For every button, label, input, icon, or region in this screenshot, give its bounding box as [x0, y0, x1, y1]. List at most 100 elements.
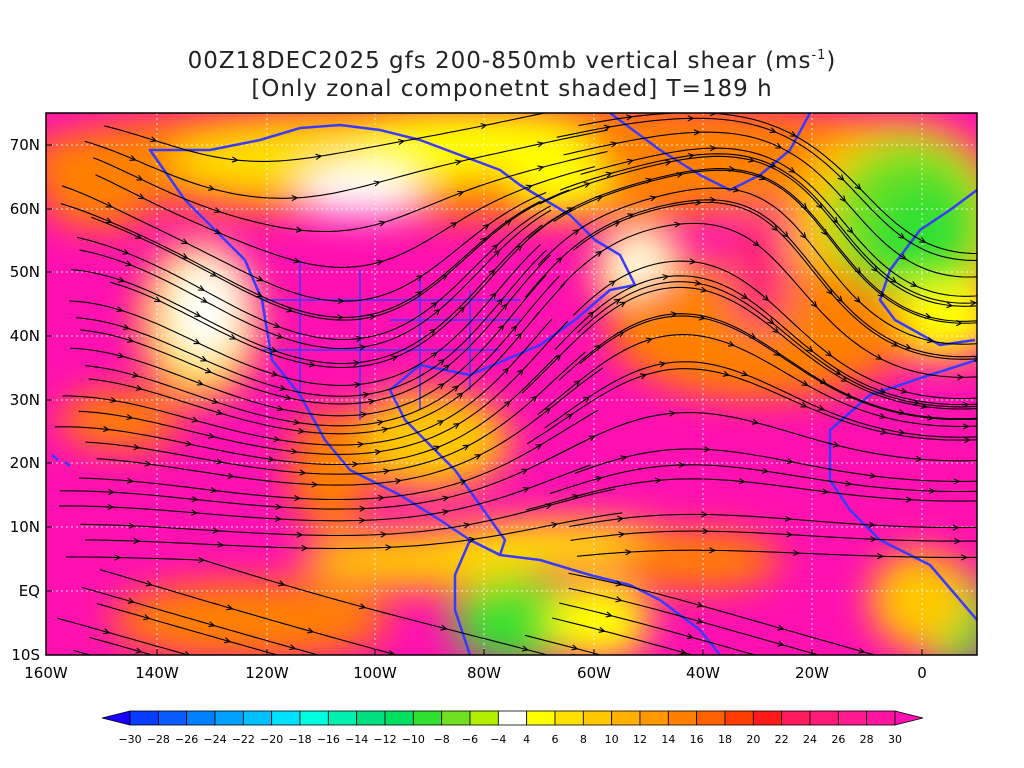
streamline-arrow [437, 383, 445, 390]
streamline-arrow [610, 141, 618, 148]
streamline-arrow [573, 380, 581, 387]
streamline-arrow [510, 324, 518, 332]
colorbar-label: −6 [462, 733, 478, 746]
streamline [76, 205, 551, 341]
streamline-arrow [678, 461, 686, 469]
streamline-arrow [462, 444, 470, 451]
streamline-arrow [308, 361, 316, 368]
streamline-arrow [674, 221, 682, 228]
streamline-arrow [854, 183, 862, 191]
streamline-arrow [777, 624, 785, 631]
streamline [78, 320, 569, 455]
colorbar-box [781, 710, 811, 726]
streamline-arrow [491, 243, 499, 251]
streamline-arrow [572, 229, 580, 236]
streamline-arrow [762, 467, 770, 474]
streamline-arrow [515, 332, 523, 340]
streamline-arrow [459, 479, 467, 486]
streamline-arrow [126, 413, 134, 421]
streamline-arrow [738, 478, 746, 485]
streamline-arrow [397, 138, 406, 145]
streamline-arrow [825, 350, 833, 357]
streamline-arrow [544, 407, 552, 414]
streamline-arrow [800, 202, 808, 210]
streamline-arrow [274, 515, 282, 523]
streamline-arrow [463, 522, 471, 529]
north-america-coast [148, 123, 637, 557]
lat-label: 10S [11, 646, 40, 664]
streamline-arrow [208, 621, 216, 628]
streamline-arrow [450, 222, 458, 229]
colorbar-box [837, 710, 868, 726]
streamline-arrow [772, 326, 780, 334]
streamline-arrow [224, 637, 232, 644]
streamline-arrow [433, 308, 441, 316]
streamline [88, 283, 566, 435]
streamline-arrow [213, 207, 222, 214]
streamline-arrow [587, 311, 595, 318]
streamline-arrow [207, 184, 216, 191]
streamline-arrow [127, 597, 135, 604]
streamline [97, 603, 280, 655]
streamline [81, 586, 321, 655]
streamline-arrow [946, 302, 954, 309]
streamline-arrow [482, 223, 490, 231]
streamline-arrow [136, 174, 144, 181]
streamline-arrow [626, 158, 635, 165]
streamline-arrow [493, 249, 501, 257]
streamline-arrow [615, 596, 623, 603]
streamline [71, 224, 543, 365]
title-line-1: 00Z18DEC2025 gfs 200-850mb vertical shea… [187, 48, 837, 74]
streamline-arrow [801, 380, 809, 387]
streamline [57, 617, 191, 655]
colorbar-label: 14 [661, 733, 675, 746]
colorbar-label: −26 [175, 733, 198, 746]
streamline-arrow [415, 291, 423, 298]
streamline-arrow [368, 398, 376, 405]
lon-label: 80W [467, 664, 501, 682]
streamline-arrow [433, 445, 441, 452]
lon-label: 60W [577, 664, 611, 682]
streamline-arrow [231, 156, 239, 163]
streamline-arrow [110, 396, 118, 404]
streamline-arrow [620, 455, 628, 462]
streamline-arrow [468, 536, 476, 543]
streamline-arrow [898, 409, 906, 416]
streamline-arrow [212, 527, 220, 534]
streamline-arrow [501, 303, 508, 311]
streamline-arrow [376, 419, 385, 426]
streamline-arrow [891, 340, 899, 347]
streamline [72, 649, 93, 655]
streamline-arrow [800, 232, 807, 240]
lon-label: 20W [795, 664, 829, 682]
streamline-arrow [359, 344, 367, 351]
streamline-arrow [741, 293, 749, 300]
streamline-arrow [227, 472, 235, 479]
streamline-arrow [898, 429, 906, 436]
streamline-arrow [709, 145, 717, 152]
streamline-arrow [133, 443, 141, 451]
streamline-arrow [816, 202, 823, 210]
streamline [569, 513, 977, 529]
streamline-arrow [129, 155, 137, 161]
streamline-arrow [522, 487, 530, 493]
streamline-arrow [741, 370, 749, 377]
streamline-arrow [135, 384, 143, 391]
streamline [573, 201, 977, 360]
streamline-arrow [143, 614, 151, 621]
streamline-arrow [595, 476, 603, 483]
streamline-arrow [117, 352, 125, 359]
lon-labels: 160W 140W 120W 100W 80W 60W 40W 20W 0 [24, 649, 927, 682]
streamline-arrow [150, 136, 158, 143]
colorbar-labels: −30 −28 −26 −24 −22 −20 −18 −16 −14 −12 −10 −8 −6 −4 4… [118, 733, 902, 746]
streamline-arrow [273, 322, 281, 329]
colorbar-box [667, 710, 698, 726]
colorbar-label: 6 [552, 733, 559, 746]
streamline-arrow [777, 640, 785, 647]
streamline-arrow [194, 311, 202, 317]
streamline-arrow [845, 480, 853, 487]
streamline-arrow [502, 367, 510, 375]
streamline-arrow [351, 461, 359, 468]
streamline-arrow [293, 495, 301, 502]
streamline-arrow [545, 503, 553, 510]
